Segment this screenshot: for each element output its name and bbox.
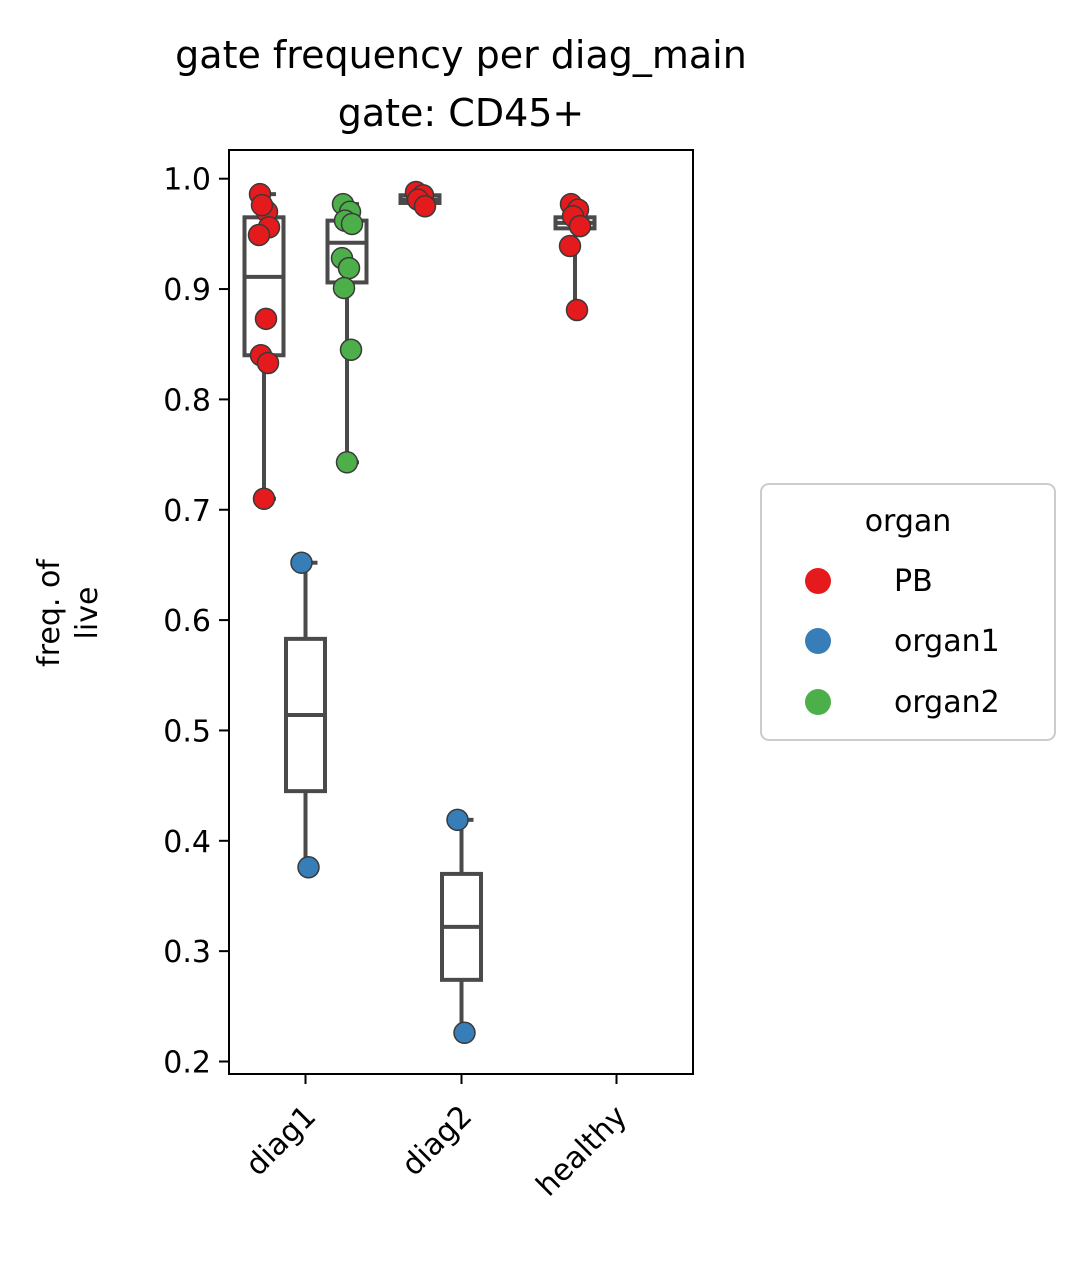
legend-title: organ [865, 504, 952, 539]
legend: organ PB organ1 organ2 [760, 483, 1056, 741]
point-diag1-organ2 [337, 256, 361, 280]
y-tick-label: 0.2 [163, 1046, 211, 1081]
point-diag2-PB [413, 195, 437, 218]
point-healthy-PB [558, 234, 582, 258]
y-tick-label: 0.4 [163, 825, 211, 860]
legend-label-organ2: organ2 [894, 685, 1000, 720]
point-diag2-organ1 [446, 808, 469, 832]
point-diag1-organ2 [335, 451, 359, 474]
x-tick-label-healthy: healthy [530, 1099, 634, 1203]
y-tick-label: 0.7 [163, 494, 211, 529]
point-diag1-organ1 [297, 856, 320, 879]
point-healthy-PB [568, 214, 592, 238]
point-diag1-organ2 [339, 338, 363, 361]
point-diag1-organ2 [340, 212, 364, 236]
x-tick-label-diag2: diag2 [395, 1099, 479, 1183]
box-diag1-organ2 [325, 202, 369, 465]
point-diag1-PB [252, 487, 276, 510]
axes: 0.2 0.3 0.4 0.5 0.6 0.7 0.8 0.9 1.0 diag1 diag2 hea… [163, 163, 634, 1204]
chart-subtitle: gate: CD45+ [338, 91, 585, 135]
legend-label-organ1: organ1 [894, 624, 1000, 659]
legend-marker-organ2 [805, 689, 831, 715]
point-diag1-organ1 [290, 551, 313, 574]
legend-frame [760, 483, 1056, 741]
y-tick-label: 0.9 [163, 273, 211, 308]
x-tick-label-diag1: diag1 [239, 1099, 323, 1183]
y-tick-label: 0.8 [163, 383, 211, 418]
plot-area [242, 180, 597, 1045]
point-diag1-organ2 [332, 276, 356, 300]
y-tick-label: 1.0 [163, 163, 211, 198]
y-tick-label: 0.3 [163, 935, 211, 970]
legend-marker-organ1 [805, 628, 831, 654]
chart-title: gate frequency per diag_main [175, 33, 747, 77]
y-tick-label: 0.5 [163, 714, 211, 749]
point-diag1-PB [247, 223, 271, 247]
y-tick-label: 0.6 [163, 604, 211, 639]
box-diag1-organ1 [284, 560, 327, 870]
legend-label-pb: PB [894, 564, 933, 599]
y-axis-label-line1: freq. of [32, 558, 67, 667]
point-healthy-PB [565, 298, 589, 322]
box-diag2-organ1 [440, 817, 483, 1035]
point-diag1-PB [250, 193, 274, 217]
axes-frame [228, 149, 694, 1075]
legend-marker-pb [805, 568, 831, 594]
point-diag2-organ1 [453, 1021, 476, 1045]
point-diag1-PB [254, 307, 278, 331]
y-axis-label-line2: live [70, 587, 105, 640]
point-diag1-PB [256, 351, 280, 375]
